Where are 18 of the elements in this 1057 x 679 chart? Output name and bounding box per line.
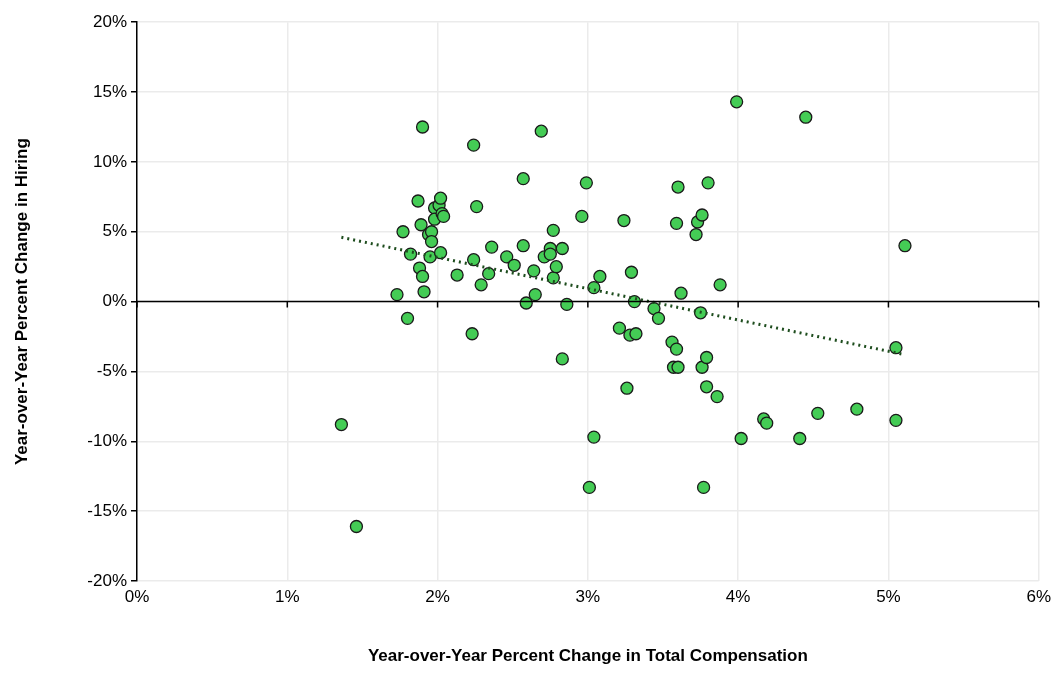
x-axis-title: Year-over-Year Percent Change in Total Compensation: [367, 646, 808, 666]
x-tick-label: 0%: [124, 586, 150, 606]
x-tick-label: 5%: [876, 586, 901, 606]
y-tick-label: 5%: [102, 221, 127, 241]
y-tick-label: -5%: [96, 361, 127, 381]
x-tick-label: 1%: [275, 586, 300, 606]
y-tick-label: 20%: [92, 11, 127, 31]
y-tick-label: 10%: [92, 151, 127, 171]
y-tick-label: 15%: [92, 81, 127, 101]
x-tick-label: 4%: [725, 586, 751, 606]
x-tick-label: 6%: [1026, 586, 1051, 606]
y-tick-label: -20%: [87, 570, 127, 590]
y-axis-title: Year-over-Year Percent Change in Hiring: [11, 138, 31, 466]
x-tick-label: 2%: [425, 586, 450, 606]
y-tick-label: -15%: [87, 500, 127, 520]
y-tick-label: -10%: [87, 430, 127, 450]
x-tick-label: 3%: [575, 586, 601, 606]
y-tick-label: 0%: [102, 291, 127, 311]
